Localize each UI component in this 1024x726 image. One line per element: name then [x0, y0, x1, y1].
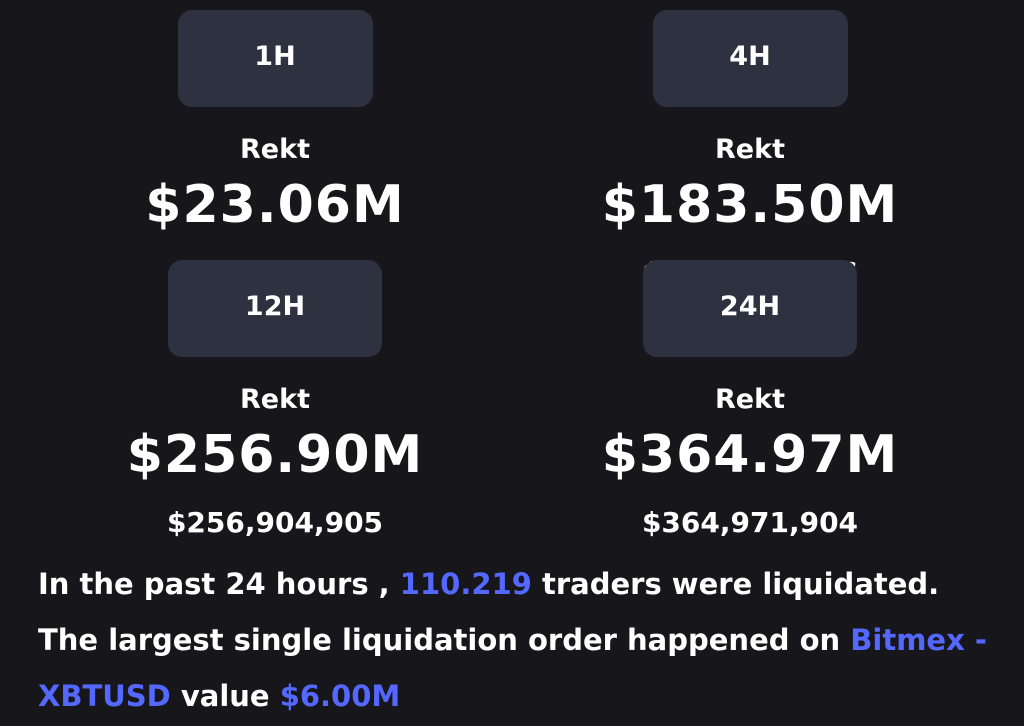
rekt-4h-value: $183.50M — [601, 175, 899, 235]
stat-card-1h: 1H Rekt $23.06M $23,061,737 — [40, 10, 510, 293]
stat-card-24h: 24H Rekt $364.97M $364,971,904 — [515, 260, 985, 543]
rekt-24h-button[interactable]: 24H Rekt — [643, 260, 857, 415]
stat-card-12h: 12H Rekt $256.90M $256,904,905 — [40, 260, 510, 543]
rekt-12h-exact: $256,904,905 — [166, 506, 384, 539]
rekt-1h-button[interactable]: 1H Rekt — [177, 10, 373, 165]
traders-count: 110.219 — [399, 567, 532, 601]
summary-text-2: traders were liquidated. — [531, 567, 940, 601]
exchange-link[interactable]: Bitmex - XBTUSD — [38, 623, 987, 713]
largest-order-value: $6.00M — [279, 679, 401, 713]
summary-text-4: value — [170, 679, 280, 713]
rekt-12h-button[interactable]: 12H Rekt — [168, 260, 382, 415]
summary-text-3: The largest single liquidation order hap… — [38, 623, 851, 657]
rekt-4h-button[interactable]: 4H Rekt — [652, 10, 848, 165]
stat-card-4h: 4H Rekt $183.50M $183,501,796 — [515, 10, 985, 293]
rekt-24h-exact: $364,971,904 — [641, 506, 859, 539]
liquidation-summary: In the past 24 hours , 110.219 traders w… — [38, 556, 998, 724]
summary-text-1: In the past 24 hours , — [38, 567, 400, 601]
rekt-1h-value: $23.06M — [145, 175, 405, 235]
rekt-12h-value: $256.90M — [126, 425, 424, 485]
rekt-24h-value: $364.97M — [601, 425, 899, 485]
